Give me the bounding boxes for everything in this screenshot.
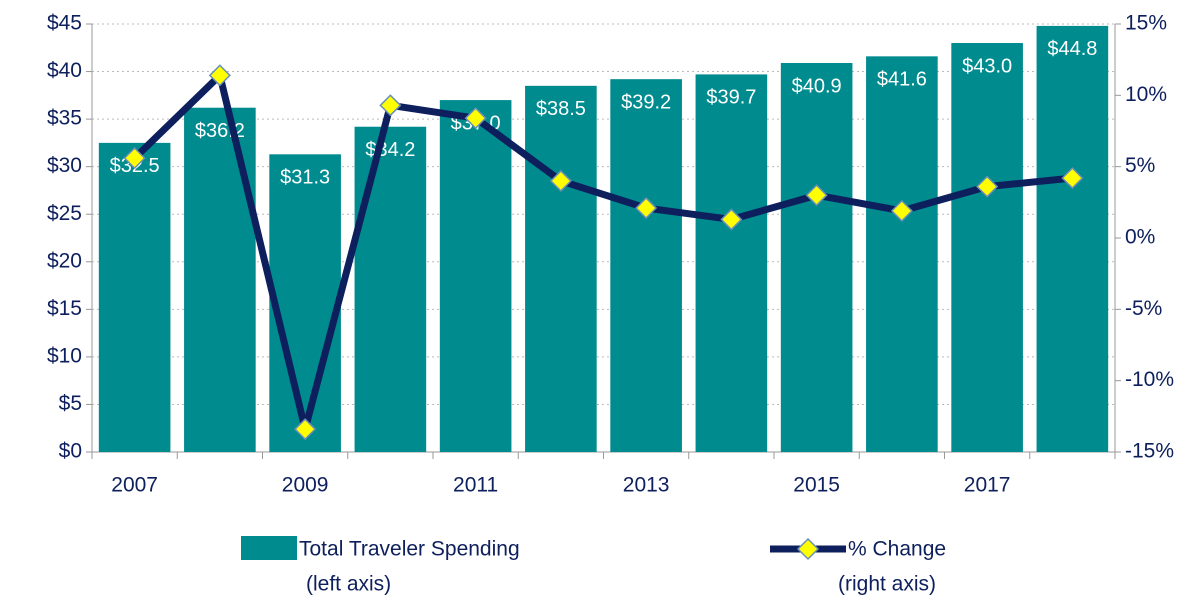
- marker: [976, 175, 999, 198]
- y2-tick-label: -10%: [1125, 368, 1174, 391]
- x-tick-label: 2007: [111, 474, 158, 497]
- y-tick-label: $45: [47, 12, 82, 35]
- y-tick-label: $20: [47, 249, 82, 272]
- y-tick-label: $35: [47, 107, 82, 130]
- bar: [184, 107, 256, 452]
- bar: [695, 74, 768, 453]
- bar: [439, 100, 512, 452]
- marker: [890, 199, 913, 222]
- y-tick-label: $15: [47, 297, 82, 320]
- y2-tick-label: 0%: [1125, 226, 1155, 249]
- bar: [98, 142, 171, 452]
- bar: [525, 85, 597, 453]
- bar: [780, 62, 853, 453]
- marker: [294, 418, 317, 441]
- y-tick-label: $10: [47, 344, 82, 367]
- y2-tick-label: -5%: [1125, 297, 1162, 320]
- bar: [354, 126, 427, 452]
- y2-tick-label: 5%: [1125, 154, 1155, 177]
- y2-tick-label: 15%: [1125, 12, 1167, 35]
- x-tick-label: 2009: [282, 474, 329, 497]
- y-tick-label: $5: [59, 392, 82, 415]
- legend-note: (left axis): [306, 573, 391, 596]
- marker: [549, 169, 572, 192]
- bar: [610, 79, 682, 453]
- bar: [269, 154, 341, 452]
- value-label: $31.3: [280, 167, 330, 189]
- value-label: $39.7: [706, 87, 756, 109]
- y2-tick-label: 10%: [1125, 83, 1167, 106]
- value-label: $39.2: [621, 91, 671, 113]
- value-label: $44.8: [1047, 38, 1097, 60]
- y2-tick-label: -15%: [1125, 440, 1174, 463]
- marker: [805, 184, 828, 207]
- legend-marker: [796, 537, 820, 561]
- marker: [635, 196, 658, 220]
- value-label: $38.5: [536, 98, 586, 120]
- y-tick-label: $25: [47, 202, 82, 225]
- marker: [720, 208, 743, 231]
- marker: [464, 107, 487, 130]
- x-tick-label: 2011: [453, 474, 498, 497]
- x-tick-label: 2013: [623, 474, 670, 497]
- y-tick-label: $40: [47, 59, 82, 82]
- legend-note: (right axis): [838, 573, 936, 596]
- x-tick-label: 2017: [964, 474, 1011, 497]
- bar: [1036, 25, 1109, 452]
- value-label: $41.6: [877, 69, 927, 91]
- value-label: $40.9: [792, 75, 842, 97]
- legend-label: % Change: [848, 538, 946, 561]
- value-label: $34.2: [365, 139, 415, 161]
- marker: [379, 94, 402, 117]
- y-tick-label: $30: [47, 154, 82, 177]
- y-tick-label: $0: [59, 440, 82, 463]
- line: [132, 71, 1073, 433]
- marker: [208, 64, 231, 87]
- bar: [951, 43, 1023, 453]
- marker: [123, 147, 146, 170]
- bar: [866, 56, 938, 453]
- x-tick-label: 2015: [793, 474, 840, 497]
- marker: [1061, 167, 1084, 190]
- legend-swatch: [241, 536, 297, 560]
- value-label: $43.0: [962, 55, 1012, 77]
- legend-label: Total Traveler Spending: [299, 538, 520, 561]
